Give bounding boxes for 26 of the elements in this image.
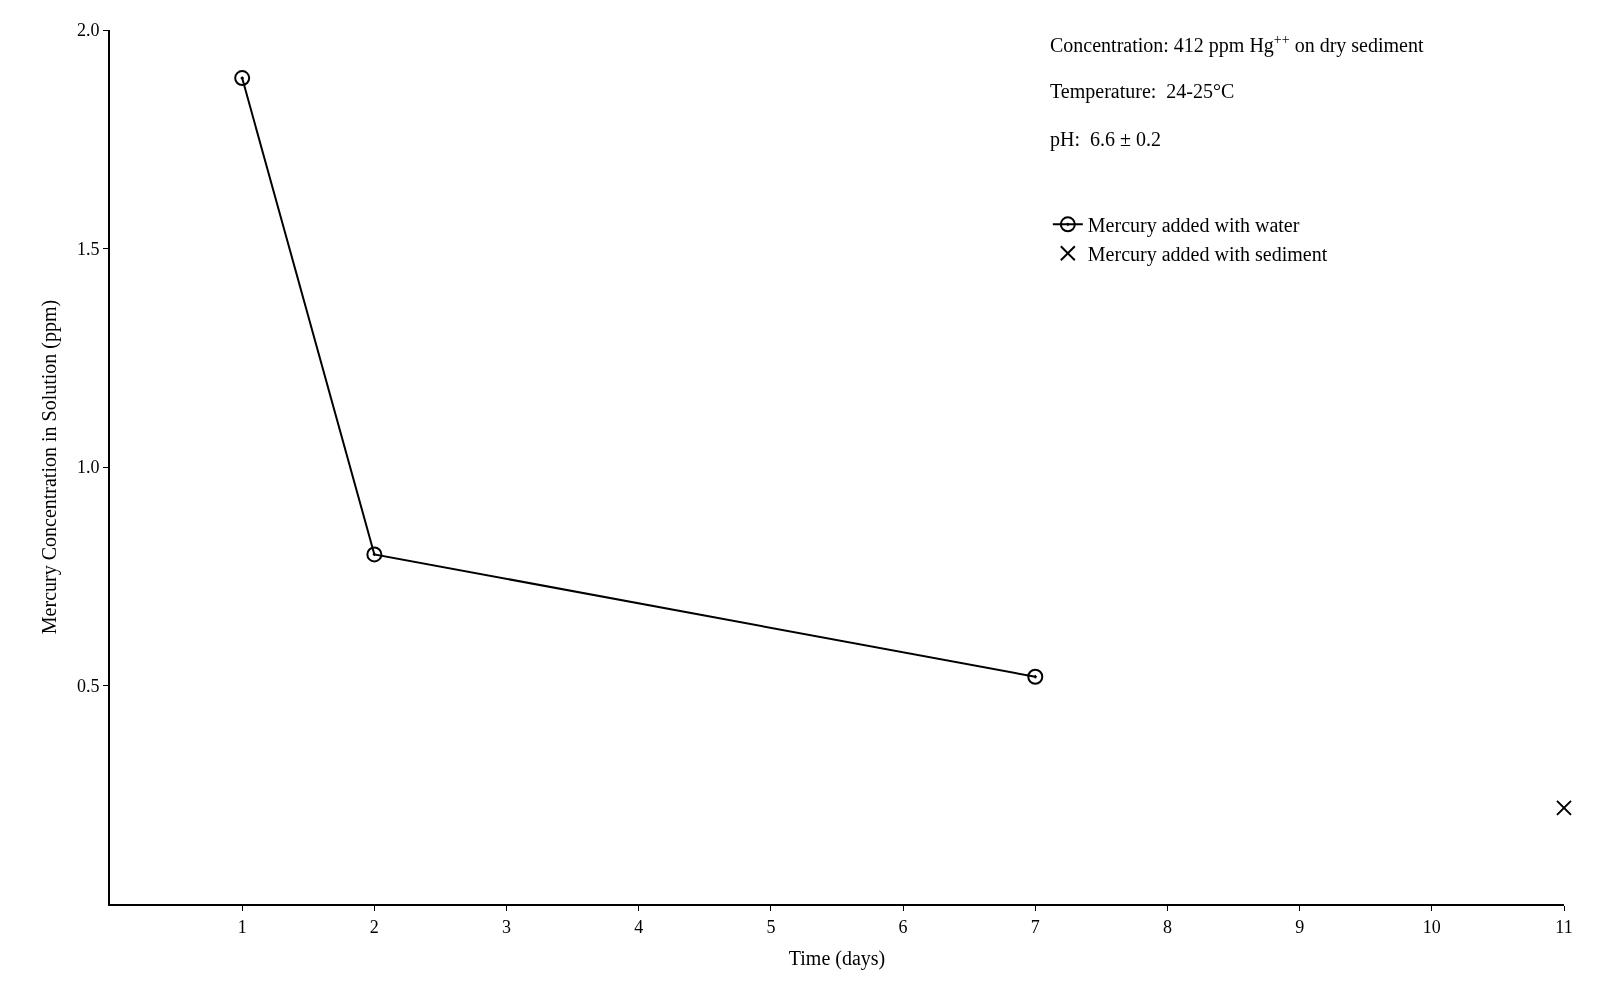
x-tick-label: 2 bbox=[369, 916, 379, 937]
x-tick-label: 11 bbox=[1555, 916, 1573, 937]
x-tick-label: 3 bbox=[502, 916, 512, 937]
x-axis-title: Time (days) bbox=[788, 946, 886, 970]
x-tick-label: 7 bbox=[1030, 916, 1040, 937]
legend-label: Mercury added with water bbox=[1087, 214, 1300, 238]
x-tick-label: 4 bbox=[634, 916, 644, 937]
x-tick-label: 9 bbox=[1295, 916, 1305, 937]
x-tick-label: 10 bbox=[1422, 916, 1441, 937]
x-tick-label: 1 bbox=[237, 916, 247, 937]
annotation: Temperature: 24-25°C bbox=[1050, 80, 1235, 103]
point bbox=[1027, 668, 1044, 685]
y-axis-title: Mercury Concentration in Solution (ppm) bbox=[37, 299, 61, 635]
y-tick-label: 1.0 bbox=[76, 457, 100, 478]
point bbox=[366, 546, 383, 563]
x-tick-label: 6 bbox=[898, 916, 908, 937]
point bbox=[1556, 799, 1572, 816]
x-tick-label: 5 bbox=[766, 916, 776, 937]
legend-label: Mercury added with sediment bbox=[1087, 243, 1328, 267]
annotation: Concentration: 412 ppm Hg$^{++}$ on dry sediment bbox=[1050, 32, 1424, 58]
annotation: pH: 6.6 ± 0.2 bbox=[1050, 128, 1161, 151]
y-tick-label: 0.5 bbox=[76, 675, 100, 696]
y-tick-label: 2.0 bbox=[76, 20, 100, 41]
x-tick-label: 8 bbox=[1162, 916, 1172, 937]
y-tick-label: 1.5 bbox=[76, 238, 100, 259]
point bbox=[234, 70, 251, 87]
